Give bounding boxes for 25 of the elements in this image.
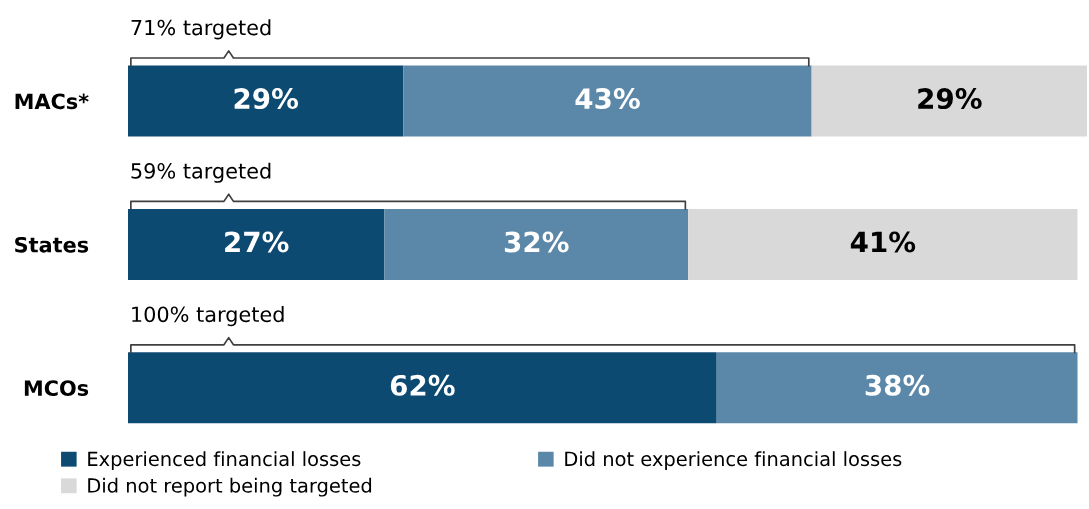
data-label: 32%	[504, 231, 569, 253]
data-label: 29%	[918, 88, 982, 110]
data-label: 43%	[575, 88, 640, 110]
data-label: 62%	[390, 374, 455, 396]
data-label: 29%	[234, 88, 299, 110]
bar	[128, 65, 404, 137]
annotation: 59% targeted	[131, 162, 271, 183]
bar	[716, 352, 1078, 424]
bar	[403, 65, 812, 137]
bar	[384, 208, 689, 280]
bar	[688, 208, 1078, 280]
legend-label: Experienced financial losses	[88, 451, 361, 470]
data-label: 38%	[865, 374, 930, 396]
y-tick-label: MACs*	[15, 93, 89, 110]
bar	[128, 208, 385, 280]
bar	[128, 352, 717, 424]
data-label: 41%	[850, 231, 916, 253]
annotation: 100% targeted	[132, 306, 284, 327]
annotation: 71% targeted	[131, 19, 271, 40]
legend-label: Did not report being targeted	[88, 477, 372, 497]
bar	[811, 65, 1087, 137]
legend-label: Did not experience financial losses	[565, 451, 902, 470]
y-tick-label: States	[15, 236, 89, 253]
y-tick-label: MCOs	[24, 380, 89, 397]
data-label: 27%	[225, 231, 289, 253]
